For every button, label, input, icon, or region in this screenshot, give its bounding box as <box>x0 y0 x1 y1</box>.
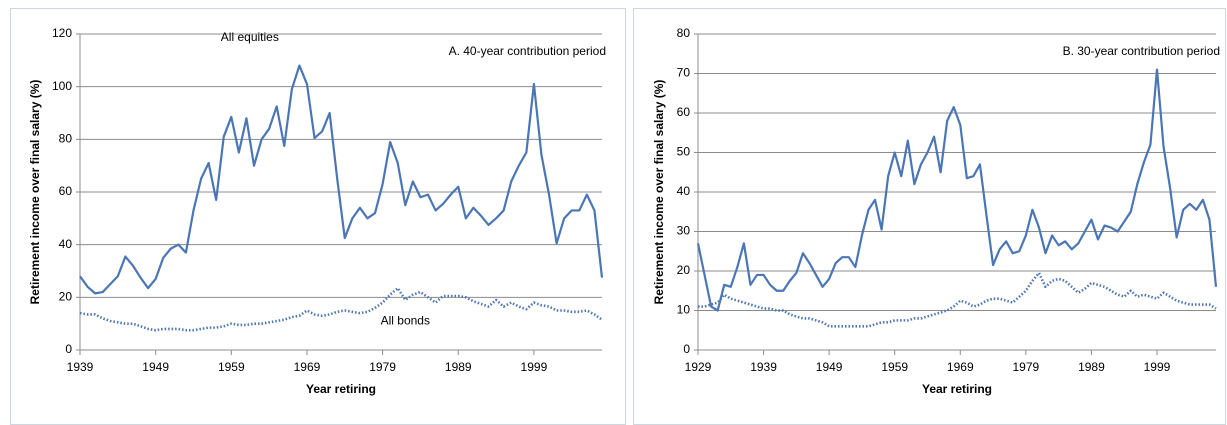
x-tick-label: 1979 <box>369 360 396 374</box>
y-tick-label: 60 <box>677 105 691 119</box>
y-tick-label: 80 <box>59 132 73 146</box>
y-tick-label: 100 <box>52 79 72 93</box>
y-tick-label: 40 <box>677 184 691 198</box>
x-tick-label: 1939 <box>750 360 777 374</box>
series-line <box>79 64 604 295</box>
y-tick-label: 120 <box>52 26 72 40</box>
x-tick-label: 1969 <box>947 360 974 374</box>
x-tick-label: 1929 <box>685 360 712 374</box>
y-axis-label: Retirement income over final salary (%) <box>28 80 42 305</box>
y-tick-label: 60 <box>59 184 73 198</box>
x-tick-label: 1949 <box>142 360 169 374</box>
y-tick-label: 50 <box>677 145 691 159</box>
x-tick-label: 1959 <box>881 360 908 374</box>
y-tick-label: 0 <box>683 342 690 356</box>
x-tick-label: 1939 <box>67 360 94 374</box>
y-tick-label: 0 <box>65 342 72 356</box>
x-tick-label: 1979 <box>1012 360 1039 374</box>
series-label: All equities <box>221 30 279 44</box>
y-tick-label: 80 <box>677 26 691 40</box>
panel-title: B. 30-year contribution period <box>1063 44 1220 58</box>
y-tick-label: 20 <box>59 290 73 304</box>
y-axis-label: Retirement income over final salary (%) <box>652 80 666 305</box>
x-tick-label: 1969 <box>294 360 321 374</box>
y-tick-label: 10 <box>677 303 691 317</box>
x-tick-label: 1959 <box>218 360 245 374</box>
x-tick-label: 1999 <box>521 360 548 374</box>
y-tick-label: 30 <box>677 224 691 238</box>
y-tick-label: 70 <box>677 66 691 80</box>
x-axis-label: Year retiring <box>922 382 992 396</box>
y-tick-label: 20 <box>677 263 691 277</box>
series-label: All bonds <box>381 314 430 328</box>
series-line <box>698 271 1217 328</box>
panel-frame <box>10 8 626 425</box>
x-tick-label: 1949 <box>816 360 843 374</box>
series-line <box>696 68 1218 312</box>
x-tick-label: 1989 <box>1078 360 1105 374</box>
y-tick-label: 40 <box>59 237 73 251</box>
panel-title: A. 40-year contribution period <box>449 44 606 58</box>
panel-frame <box>633 8 1226 425</box>
x-axis-label: Year retiring <box>306 382 376 396</box>
x-tick-label: 1999 <box>1144 360 1171 374</box>
x-tick-label: 1989 <box>445 360 472 374</box>
